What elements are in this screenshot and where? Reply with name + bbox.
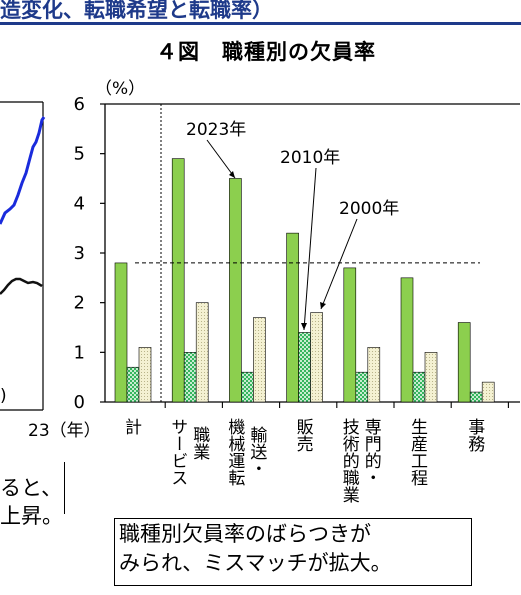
snippet-line-1: ると、 [0,476,63,500]
bar-2010 [469,391,483,403]
category-label: 職業 [189,426,210,460]
leader-2010 [303,167,317,331]
bar-2023 [229,178,242,403]
bar-2010 [298,332,311,403]
leader-2023 [206,139,236,179]
bar-2023 [286,232,299,403]
header-underline [0,22,521,25]
leader-2010-arrow [301,323,307,330]
y-tick-label: 1 [74,342,85,363]
snippet-frame [60,462,65,514]
bar-2000 [481,381,495,403]
snippet-line-2: 上昇。 [0,504,63,528]
category-label: サービス [167,418,188,486]
category-label: 技術的職業 [338,418,359,503]
chart-title: ４図 職種別の欠員率 [156,40,376,64]
bar-2023 [457,322,471,403]
bar-chart-plot: 0 1 2 3 4 5 6 2023年 2010年 2000年 [74,94,520,413]
left-chart-paren: ) [0,386,7,406]
bar-2000 [310,312,323,403]
summary-callout: 職種別欠員率のばらつきが みられ、ミスマッチが拡大。 [114,518,472,586]
bar-2023 [400,277,414,403]
y-tick-label: 6 [74,94,85,115]
bar-2010 [126,366,140,403]
section-header: 造変化、転職希望と転職率） [0,0,521,22]
leader-2000 [320,218,358,310]
y-axis-unit: （%） [95,79,146,99]
category-label: 専門的・ [360,418,381,486]
y-tick-label: 2 [74,293,85,314]
bar-2000 [424,352,438,403]
annotation-2023: 2023年 [186,120,246,140]
section-header-text: 造変化、転職希望と転職率） [0,0,273,22]
bar-2023 [343,267,357,403]
bar-2000 [195,302,209,403]
annotation-2010: 2010年 [280,148,340,168]
y-tick-label: 4 [74,193,85,214]
bar-2010 [412,371,426,403]
leader-2000-arrow [320,302,326,309]
bar-2000 [253,317,266,403]
category-label: 機械運転 [224,418,245,486]
bar-2000 [367,347,381,403]
category-label: 計 [121,418,141,435]
left-chart-black-series-line [0,277,43,295]
bar-2010 [241,371,254,403]
y-tick-label: 0 [74,392,85,413]
category-label: 事務 [464,418,485,452]
annotation-2000: 2000年 [339,199,399,219]
category-label: 輸送・ [246,426,267,477]
y-tick-label: 5 [74,144,85,165]
bar-2023 [171,158,185,403]
left-chart-fragment [0,101,46,411]
callout-line-2: みられ、ミスマッチが拡大。 [119,551,392,575]
bar-2023 [114,262,128,403]
category-label: 販売 [292,418,313,452]
callout-line-1: 職種別欠員率のばらつきが [119,522,371,546]
bar-2010 [355,371,369,403]
category-label: 生産工程 [407,418,427,486]
y-tick-label: 3 [74,243,85,264]
left-chart-x-tick-label: 23（年） [28,421,101,441]
left-chart-blue-series-line [0,116,46,225]
bar-2000 [138,347,152,403]
leader-2023-arrow [229,171,235,178]
bar-2010 [183,352,197,403]
